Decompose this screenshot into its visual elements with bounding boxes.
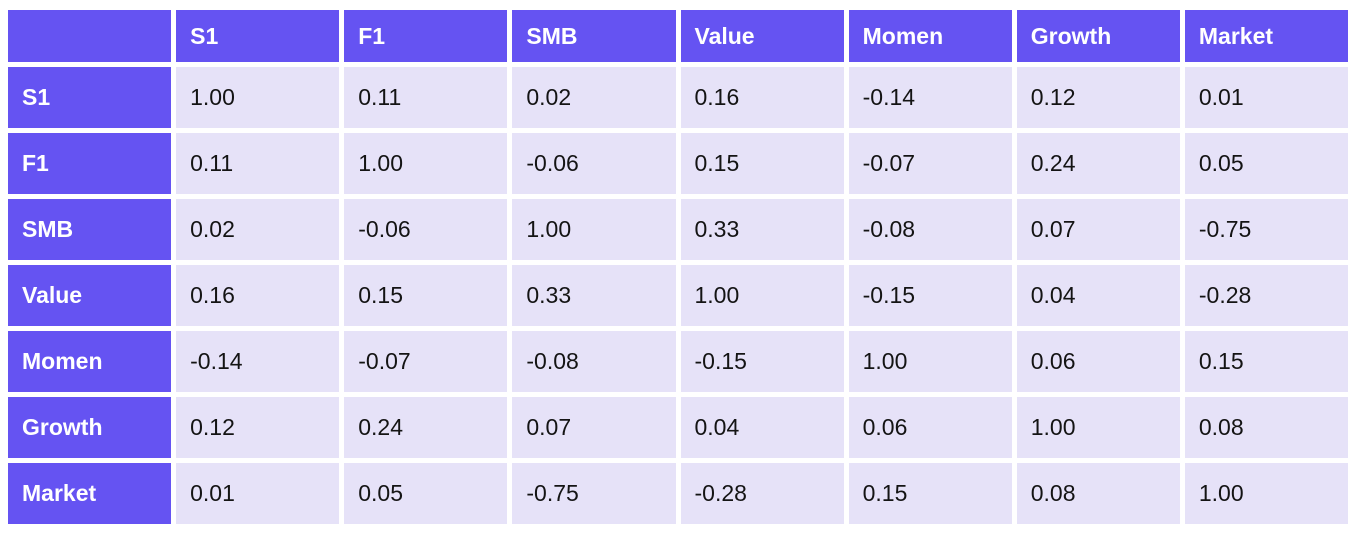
table-row: Market 0.01 0.05 -0.75 -0.28 0.15 0.08 1.00 bbox=[8, 463, 1348, 524]
column-header-s1: S1 bbox=[176, 10, 340, 62]
row-header-value: Value bbox=[8, 265, 172, 326]
correlation-cell: 0.05 bbox=[1184, 133, 1348, 194]
correlation-cell: 1.00 bbox=[1184, 463, 1348, 524]
row-header-smb: SMB bbox=[8, 199, 172, 260]
correlation-cell: 0.08 bbox=[1184, 397, 1348, 458]
correlation-cell: 0.15 bbox=[344, 265, 508, 326]
correlation-cell: 0.01 bbox=[1184, 67, 1348, 128]
correlation-cell: -0.75 bbox=[512, 463, 676, 524]
correlation-cell: 0.04 bbox=[680, 397, 844, 458]
table-row: Growth 0.12 0.24 0.07 0.04 0.06 1.00 0.08 bbox=[8, 397, 1348, 458]
corner-cell bbox=[8, 10, 172, 62]
correlation-cell: -0.08 bbox=[512, 331, 676, 392]
correlation-cell: -0.14 bbox=[176, 331, 340, 392]
correlation-cell: 1.00 bbox=[1016, 397, 1180, 458]
correlation-cell: 0.02 bbox=[512, 67, 676, 128]
header-row: S1 F1 SMB Value Momen Growth Market bbox=[8, 10, 1348, 62]
row-header-momen: Momen bbox=[8, 331, 172, 392]
column-header-value: Value bbox=[680, 10, 844, 62]
correlation-cell: 0.12 bbox=[176, 397, 340, 458]
correlation-cell: 1.00 bbox=[512, 199, 676, 260]
correlation-cell: 0.15 bbox=[680, 133, 844, 194]
correlation-cell: -0.08 bbox=[848, 199, 1012, 260]
column-header-momen: Momen bbox=[848, 10, 1012, 62]
correlation-cell: 0.05 bbox=[344, 463, 508, 524]
correlation-cell: 1.00 bbox=[848, 331, 1012, 392]
correlation-cell: 0.33 bbox=[512, 265, 676, 326]
correlation-cell: 0.11 bbox=[344, 67, 508, 128]
correlation-cell: 0.06 bbox=[1016, 331, 1180, 392]
correlation-cell: 0.24 bbox=[344, 397, 508, 458]
correlation-cell: 0.16 bbox=[176, 265, 340, 326]
correlation-cell: -0.06 bbox=[344, 199, 508, 260]
column-header-growth: Growth bbox=[1016, 10, 1180, 62]
table-row: S1 1.00 0.11 0.02 0.16 -0.14 0.12 0.01 bbox=[8, 67, 1348, 128]
table-row: Momen -0.14 -0.07 -0.08 -0.15 1.00 0.06 0.15 bbox=[8, 331, 1348, 392]
correlation-cell: 1.00 bbox=[344, 133, 508, 194]
correlation-cell: 0.15 bbox=[848, 463, 1012, 524]
correlation-cell: 0.33 bbox=[680, 199, 844, 260]
correlation-cell: 0.06 bbox=[848, 397, 1012, 458]
correlation-cell: 0.04 bbox=[1016, 265, 1180, 326]
correlation-table: S1 F1 SMB Value Momen Growth Market S1 1.00 0.11… bbox=[3, 5, 1353, 529]
correlation-cell: 0.07 bbox=[512, 397, 676, 458]
correlation-cell: -0.07 bbox=[344, 331, 508, 392]
correlation-cell: 0.15 bbox=[1184, 331, 1348, 392]
correlation-cell: 0.16 bbox=[680, 67, 844, 128]
table-row: SMB 0.02 -0.06 1.00 0.33 -0.08 0.07 -0.75 bbox=[8, 199, 1348, 260]
correlation-cell: -0.15 bbox=[680, 331, 844, 392]
correlation-cell: 1.00 bbox=[176, 67, 340, 128]
correlation-cell: 0.07 bbox=[1016, 199, 1180, 260]
column-header-smb: SMB bbox=[512, 10, 676, 62]
correlation-cell: -0.75 bbox=[1184, 199, 1348, 260]
table-row: Value 0.16 0.15 0.33 1.00 -0.15 0.04 -0.28 bbox=[8, 265, 1348, 326]
correlation-cell: -0.28 bbox=[1184, 265, 1348, 326]
row-header-growth: Growth bbox=[8, 397, 172, 458]
correlation-cell: 0.12 bbox=[1016, 67, 1180, 128]
correlation-cell: 0.08 bbox=[1016, 463, 1180, 524]
row-header-f1: F1 bbox=[8, 133, 172, 194]
correlation-cell: 0.11 bbox=[176, 133, 340, 194]
correlation-cell: -0.14 bbox=[848, 67, 1012, 128]
correlation-cell: 0.02 bbox=[176, 199, 340, 260]
correlation-cell: 0.24 bbox=[1016, 133, 1180, 194]
correlation-cell: 0.01 bbox=[176, 463, 340, 524]
column-header-f1: F1 bbox=[344, 10, 508, 62]
row-header-market: Market bbox=[8, 463, 172, 524]
correlation-cell: -0.15 bbox=[848, 265, 1012, 326]
correlation-cell: -0.07 bbox=[848, 133, 1012, 194]
column-header-market: Market bbox=[1184, 10, 1348, 62]
correlation-cell: 1.00 bbox=[680, 265, 844, 326]
correlation-cell: -0.28 bbox=[680, 463, 844, 524]
correlation-cell: -0.06 bbox=[512, 133, 676, 194]
row-header-s1: S1 bbox=[8, 67, 172, 128]
table-row: F1 0.11 1.00 -0.06 0.15 -0.07 0.24 0.05 bbox=[8, 133, 1348, 194]
